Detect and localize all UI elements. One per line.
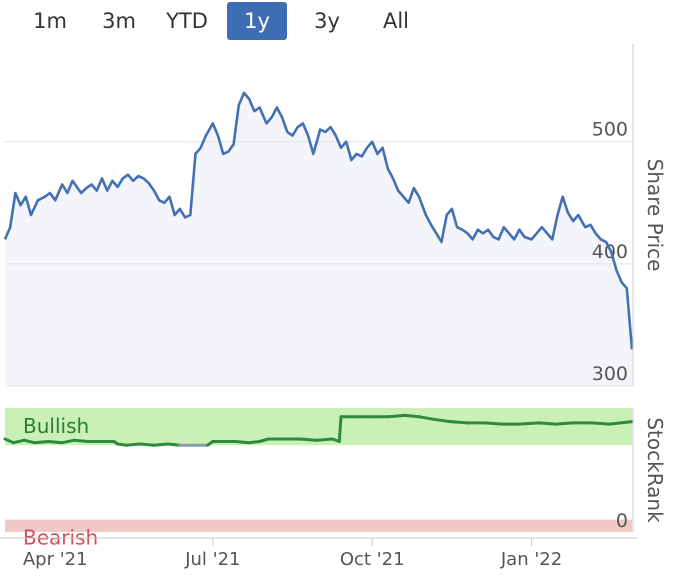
stockrank-line-segment bbox=[32, 440, 50, 445]
stockrank-line-segment bbox=[431, 417, 452, 424]
range-selector: 1m 3m YTD 1y 3y All bbox=[0, 0, 677, 44]
range-3y-button[interactable]: 3y bbox=[314, 9, 340, 33]
stockrank-line-segment bbox=[386, 413, 407, 419]
x-tick-label: Jan '22 bbox=[500, 549, 562, 570]
stockrank-line-segment bbox=[46, 440, 64, 445]
price-line bbox=[3, 91, 634, 350]
stockrank-axis-label: StockRank bbox=[643, 417, 667, 523]
stockrank-line-segment bbox=[124, 442, 142, 447]
price-area bbox=[5, 92, 632, 387]
range-1m-button[interactable]: 1m bbox=[33, 9, 67, 33]
x-tick-label: Apr '21 bbox=[23, 549, 88, 570]
stockrank-line-segment bbox=[3, 437, 16, 445]
stockrank-line-segment bbox=[72, 438, 90, 443]
bullish-label: Bullish bbox=[23, 414, 89, 438]
stockrank-line-segment bbox=[315, 437, 334, 442]
range-ytd-button[interactable]: YTD bbox=[166, 9, 208, 33]
stockrank-line-segment bbox=[590, 421, 611, 426]
stockrank-line-segment bbox=[448, 420, 469, 425]
stockrank-line-segment bbox=[60, 438, 76, 445]
stockrank-line-segment bbox=[608, 420, 634, 426]
stockrank-line-segment bbox=[517, 421, 540, 426]
stockrank-line-segment bbox=[22, 438, 36, 445]
stockrank-line-segment bbox=[403, 413, 421, 419]
stockrank-line-segment bbox=[297, 437, 319, 442]
stockrank-line-segment bbox=[483, 421, 504, 426]
stockrank-line-segment bbox=[152, 442, 170, 447]
rank-y-tick-label: 0 bbox=[616, 510, 628, 532]
stockrank-line-segment bbox=[537, 421, 558, 426]
stockrank-line-segment bbox=[417, 415, 435, 421]
range-all-button[interactable]: All bbox=[382, 9, 410, 33]
bearish-band bbox=[5, 519, 632, 532]
price-axis-label: Share Price bbox=[643, 159, 667, 272]
stockrank-line-segment bbox=[258, 437, 270, 443]
range-3m-button[interactable]: 3m bbox=[102, 9, 136, 33]
stockrank-line-segment bbox=[247, 440, 262, 445]
price-y-tick-label: 300 bbox=[592, 363, 628, 385]
stockrank-line-segment bbox=[12, 438, 26, 445]
stockrank-line-segment bbox=[166, 442, 182, 447]
stockrank-line-segment bbox=[337, 415, 343, 443]
range-1y-button[interactable]: 1y bbox=[227, 2, 287, 40]
stockrank-line-segment bbox=[554, 421, 575, 426]
x-tick-label: Jul '21 bbox=[184, 549, 240, 570]
x-tick-label: Oct '21 bbox=[340, 549, 405, 570]
price-y-tick-label: 500 bbox=[592, 119, 628, 141]
stockrank-line-segment bbox=[233, 440, 251, 445]
stockrank-line-segment bbox=[138, 442, 156, 447]
